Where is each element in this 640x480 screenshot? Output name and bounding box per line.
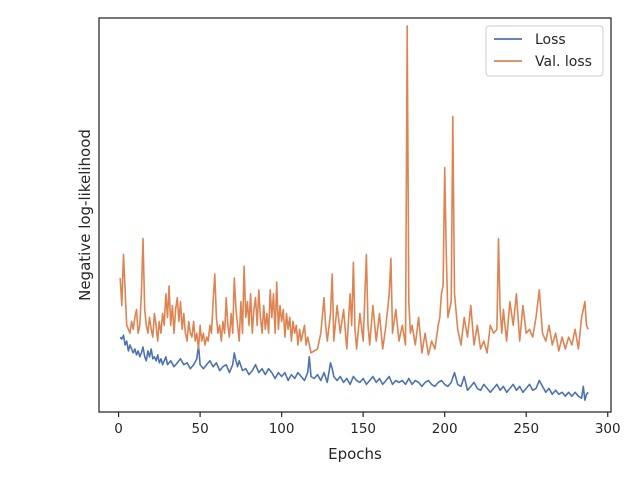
- x-tick-label: 300: [595, 421, 621, 437]
- x-tick-label: 250: [513, 421, 539, 437]
- x-tick-label: 50: [192, 421, 209, 437]
- series-line-loss: [119, 334, 589, 401]
- legend-label-loss: Loss: [535, 32, 566, 48]
- plot-area: [98, 17, 612, 413]
- x-tick-label: 150: [350, 421, 376, 437]
- x-axis-label: Epochs: [328, 445, 382, 463]
- y-axis-label: Negative log-likelihood: [76, 129, 94, 301]
- series-line-val-loss: [119, 25, 589, 356]
- legend-label-val-loss: Val. loss: [535, 54, 592, 70]
- legend: Loss Val. loss: [485, 25, 604, 77]
- x-tick-label: 100: [269, 421, 295, 437]
- x-tick-label: 0: [114, 421, 123, 437]
- series-lines: [119, 25, 589, 401]
- x-tick-label: 200: [432, 421, 458, 437]
- x-axis-ticks: 0 50 100 150 200 250 300: [114, 412, 621, 437]
